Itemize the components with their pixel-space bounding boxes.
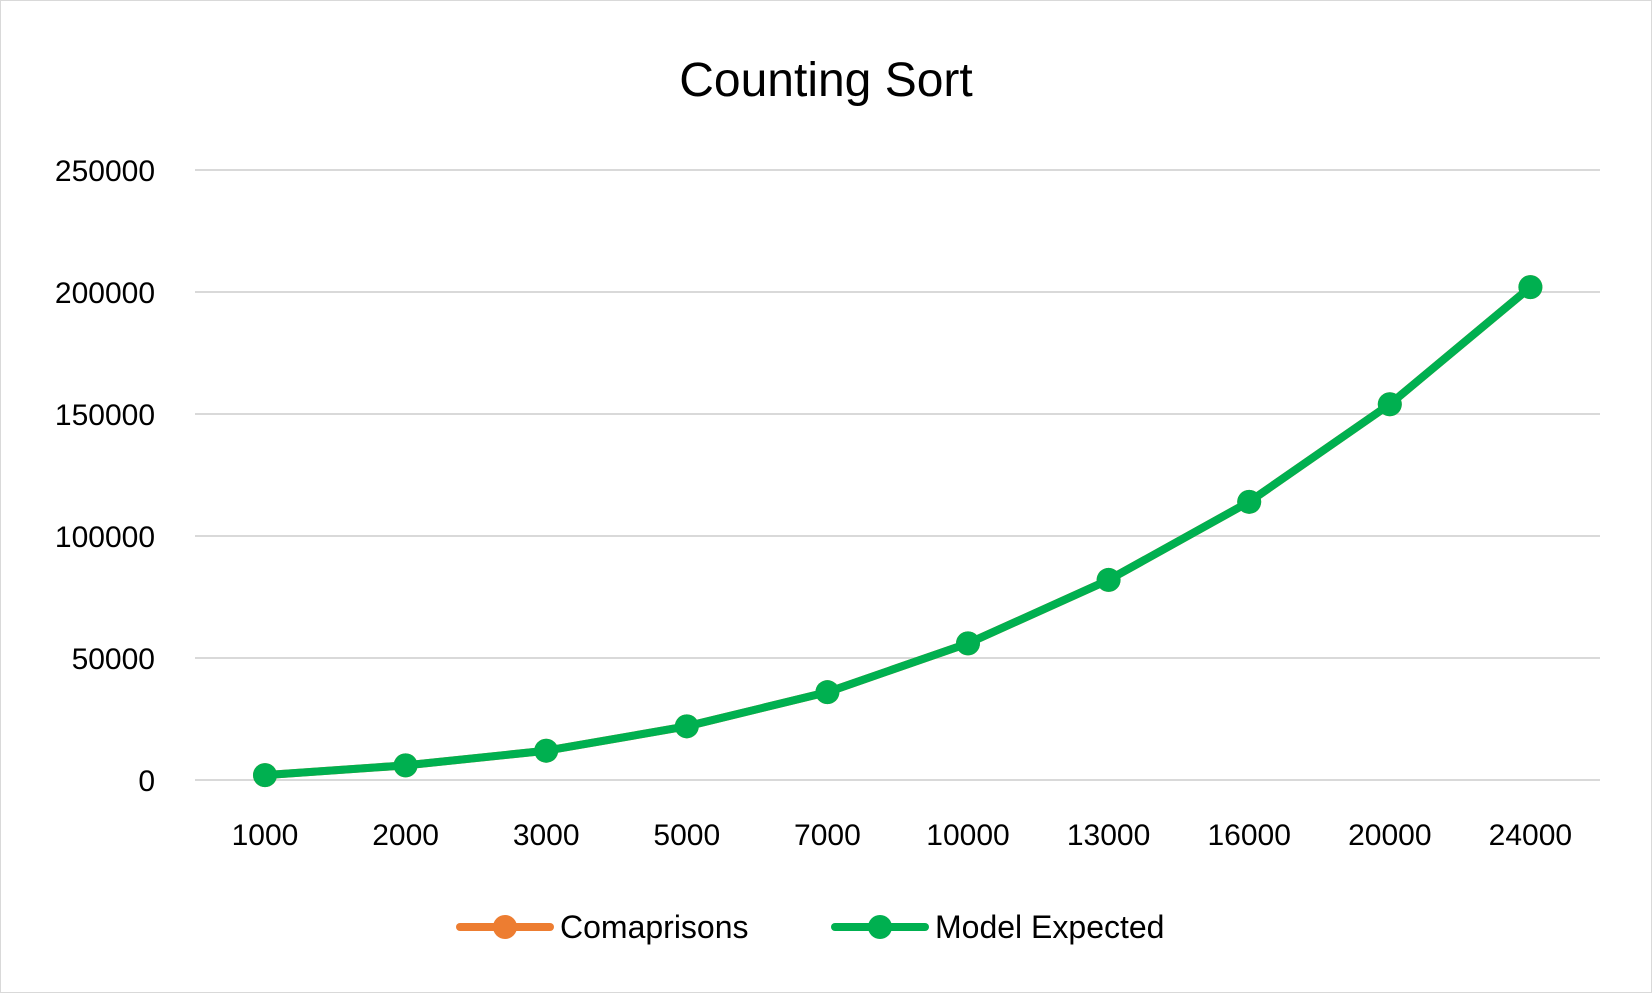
legend-label: Model Expected xyxy=(935,909,1164,945)
x-tick-label: 16000 xyxy=(1207,819,1290,852)
y-tick-label: 250000 xyxy=(55,155,155,188)
chart-title: Counting Sort xyxy=(679,54,973,107)
legend-swatch-marker xyxy=(493,915,517,939)
y-tick-label: 50000 xyxy=(72,643,155,676)
x-axis-ticks: 1000 2000 3000 5000 7000 10000 13000 16000 20000… xyxy=(232,819,1572,852)
legend-swatch-marker xyxy=(868,915,892,939)
y-tick-label: 100000 xyxy=(55,521,155,554)
data-point xyxy=(815,680,840,705)
x-tick-label: 10000 xyxy=(926,819,1009,852)
data-point xyxy=(1096,567,1121,592)
series-comaprisons xyxy=(253,275,1543,788)
x-tick-label: 5000 xyxy=(653,819,720,852)
data-point xyxy=(393,753,418,778)
series-line xyxy=(261,283,1535,780)
legend-entry: Comaprisons xyxy=(456,909,749,945)
data-point xyxy=(534,738,559,763)
legend-label: Comaprisons xyxy=(560,909,749,945)
x-tick-label: 20000 xyxy=(1348,819,1431,852)
data-point xyxy=(1518,275,1543,300)
gridlines xyxy=(195,169,1600,781)
data-point xyxy=(253,763,277,788)
legend: Comaprisons Model Expected xyxy=(456,909,1164,945)
series-model-expected xyxy=(253,275,1543,788)
x-tick-label: 24000 xyxy=(1489,819,1572,852)
y-tick-label: 150000 xyxy=(55,399,155,432)
data-point xyxy=(1237,489,1262,514)
x-tick-label: 3000 xyxy=(513,819,580,852)
x-tick-label: 2000 xyxy=(372,819,439,852)
x-tick-label: 1000 xyxy=(232,819,299,852)
series-line xyxy=(261,283,1535,780)
y-axis-ticks: 0 50000 100000 150000 200000 250000 xyxy=(55,155,155,798)
data-point xyxy=(956,631,980,656)
x-tick-label: 7000 xyxy=(794,819,861,852)
legend-entry: Model Expected xyxy=(831,909,1164,945)
data-point xyxy=(674,714,699,739)
x-tick-label: 13000 xyxy=(1067,819,1150,852)
data-point xyxy=(1377,392,1402,417)
series-group xyxy=(253,275,1543,788)
y-tick-label: 0 xyxy=(138,765,155,798)
y-tick-label: 200000 xyxy=(55,277,155,310)
